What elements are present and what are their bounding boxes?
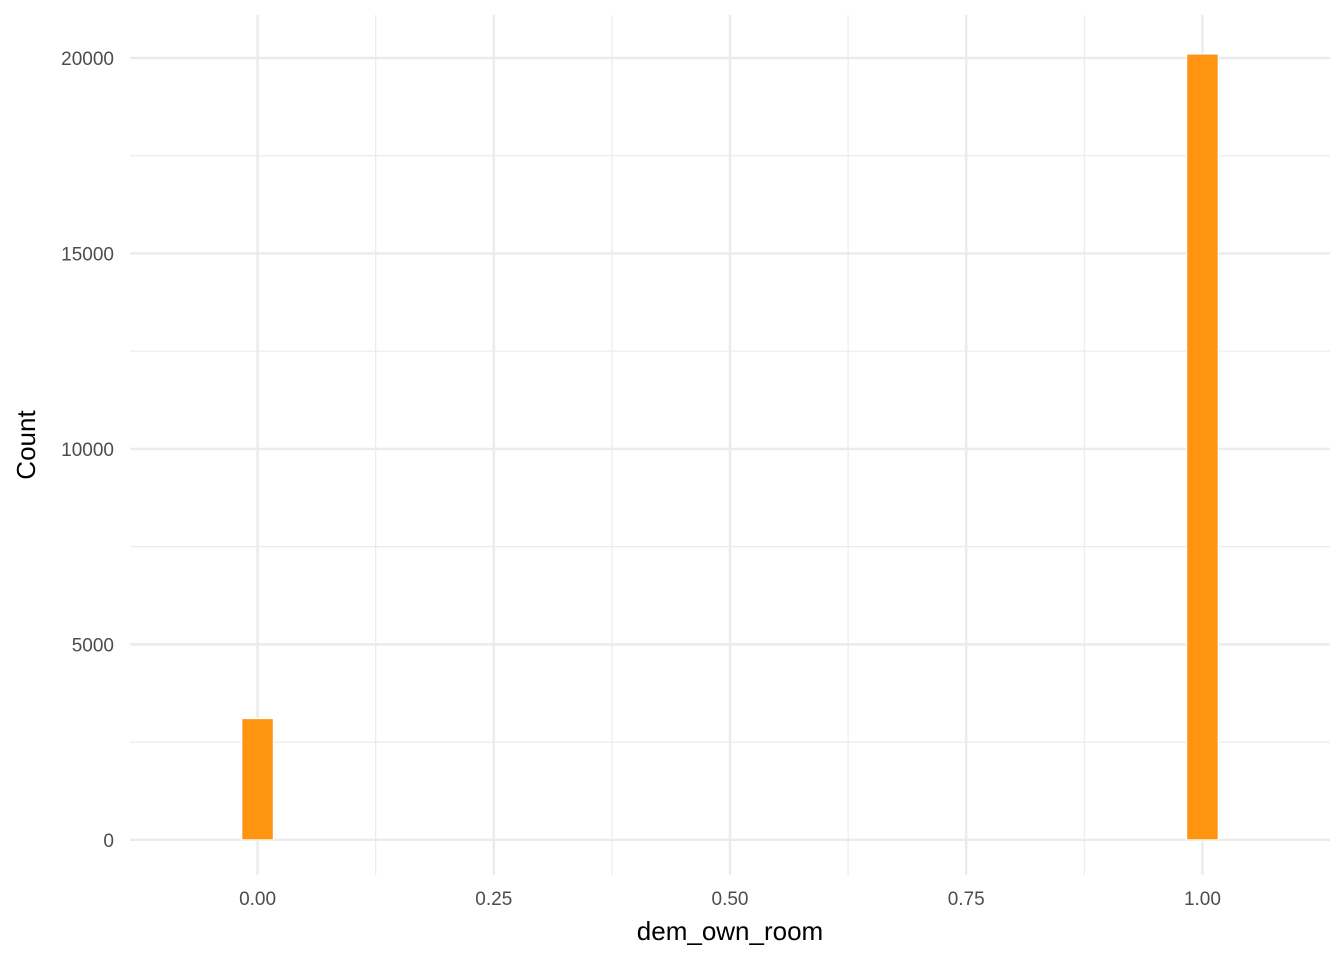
x-axis-tick-labels: 0.00 0.25 0.50 0.75 1.00 — [239, 889, 1221, 910]
y-axis-tick-labels: 0 5000 10000 15000 20000 — [61, 49, 114, 852]
y-tick-label: 10000 — [61, 440, 114, 461]
histogram-bar — [1186, 53, 1219, 841]
y-tick-label: 0 — [103, 831, 114, 852]
x-tick-label: 0.00 — [239, 889, 276, 910]
y-tick-label: 15000 — [61, 244, 114, 265]
y-tick-label: 20000 — [61, 49, 114, 70]
minor-gridlines-x — [375, 15, 1085, 875]
x-tick-label: 1.00 — [1184, 889, 1221, 910]
y-axis-title: Count — [11, 410, 41, 480]
x-tick-label: 0.50 — [712, 889, 749, 910]
x-tick-label: 0.25 — [475, 889, 512, 910]
y-tick-label: 5000 — [72, 635, 114, 656]
bars — [241, 53, 1219, 841]
major-gridlines-x — [256, 15, 1204, 875]
histogram-bar — [241, 718, 274, 841]
x-tick-label: 0.75 — [948, 889, 985, 910]
x-axis-title: dem_own_room — [637, 916, 823, 946]
